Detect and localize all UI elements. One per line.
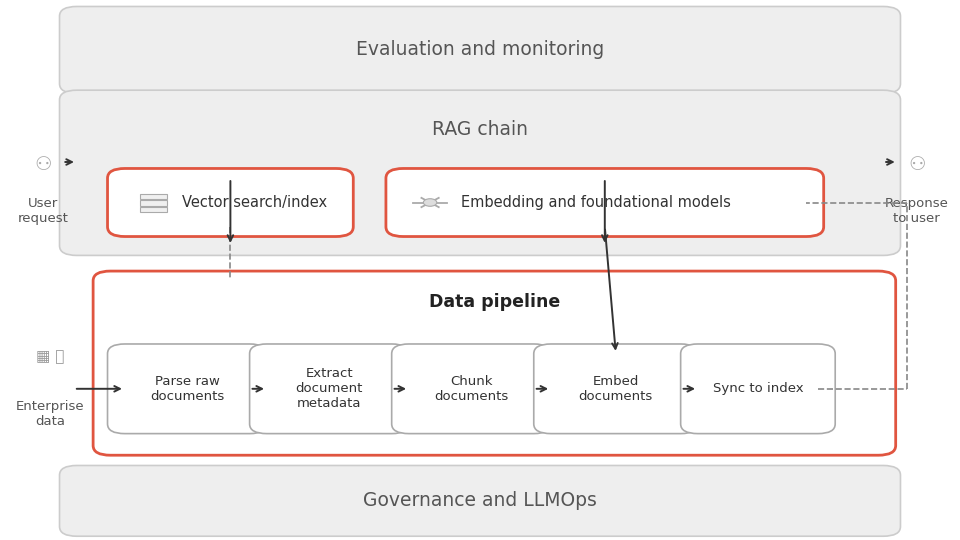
Text: ⚇: ⚇ (908, 155, 925, 174)
Text: Parse raw
documents: Parse raw documents (150, 375, 225, 403)
Text: Enterprise
data: Enterprise data (15, 400, 84, 428)
Circle shape (423, 199, 437, 206)
Text: RAG chain: RAG chain (432, 120, 528, 139)
Text: Data pipeline: Data pipeline (429, 293, 560, 310)
Text: ⚇: ⚇ (35, 155, 52, 174)
FancyBboxPatch shape (108, 168, 353, 237)
Polygon shape (140, 194, 167, 199)
Text: ▦ 🗋: ▦ 🗋 (36, 349, 64, 364)
Text: Vector search/index: Vector search/index (182, 195, 327, 210)
Text: Governance and LLMOps: Governance and LLMOps (363, 491, 597, 510)
FancyBboxPatch shape (60, 6, 900, 93)
Text: Evaluation and monitoring: Evaluation and monitoring (356, 40, 604, 59)
FancyBboxPatch shape (386, 168, 824, 237)
Text: User
request: User request (18, 197, 68, 225)
Text: Sync to index: Sync to index (712, 382, 804, 395)
FancyBboxPatch shape (60, 465, 900, 536)
Polygon shape (140, 207, 167, 212)
Text: Embed
documents: Embed documents (579, 375, 653, 403)
Text: Extract
document
metadata: Extract document metadata (296, 367, 363, 410)
FancyBboxPatch shape (93, 271, 896, 455)
Text: Embedding and foundational models: Embedding and foundational models (461, 195, 731, 210)
FancyBboxPatch shape (534, 344, 698, 434)
FancyBboxPatch shape (108, 344, 267, 434)
FancyBboxPatch shape (250, 344, 409, 434)
FancyBboxPatch shape (392, 344, 551, 434)
FancyBboxPatch shape (681, 344, 835, 434)
Text: Response
to user: Response to user (885, 197, 948, 225)
Text: Chunk
documents: Chunk documents (434, 375, 509, 403)
FancyBboxPatch shape (60, 90, 900, 255)
Polygon shape (140, 200, 167, 206)
